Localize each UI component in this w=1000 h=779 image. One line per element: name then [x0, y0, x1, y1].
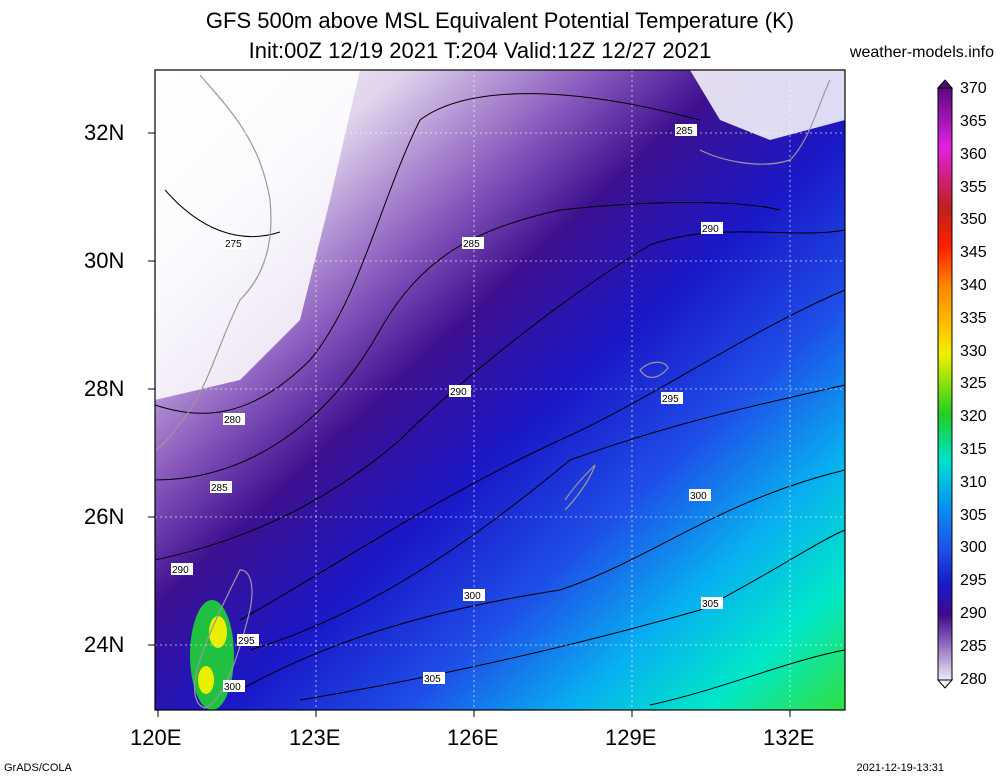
map-frame: [154, 69, 846, 711]
taiwan-warm-core: [190, 600, 234, 710]
contour-label: 290: [450, 387, 467, 398]
contour-label: 295: [662, 394, 679, 405]
contour-lines: [154, 93, 846, 706]
contour-label: 305: [424, 674, 441, 685]
lon-label: 123E: [289, 725, 341, 750]
colorbar-label: 315: [960, 441, 987, 458]
colorbar-label: 305: [960, 507, 987, 524]
colorbar-label: 330: [960, 343, 987, 360]
site-name: weather-models.info: [849, 44, 994, 61]
contour-labels: 275 280 285 285 285 290 290 290 295 295 …: [171, 124, 723, 693]
map-subtitle: Init:00Z 12/19 2021 T:204 Valid:12Z 12/2…: [0, 38, 1000, 64]
colorbar-label: 345: [960, 244, 987, 261]
contour-label: 300: [224, 682, 241, 693]
colorbar-label: 300: [960, 539, 987, 556]
lat-label: 32N: [84, 120, 125, 145]
colorbar-label: 325: [960, 375, 987, 392]
colorbar-label: 320: [960, 408, 987, 425]
footer-software: GrADS/COLA: [4, 762, 72, 774]
land-region-china: [155, 70, 360, 400]
contour-label: 280: [224, 415, 241, 426]
footer-timestamp: 2021-12-19-13:31: [856, 762, 944, 774]
contour-label: 285: [676, 126, 693, 137]
lon-label: 129E: [605, 725, 657, 750]
colorbar-label: 365: [960, 113, 987, 130]
colorbar-label: 360: [960, 146, 987, 163]
grid-lines: [155, 70, 845, 710]
colorbar-top-arrow: [936, 79, 954, 89]
contour-label: 290: [172, 565, 189, 576]
contour-label: 290: [702, 224, 719, 235]
lon-label: 126E: [447, 725, 499, 750]
colorbar-label: 295: [960, 572, 987, 589]
contour-label: 300: [690, 491, 707, 502]
contour-label: 305: [702, 599, 719, 610]
contour-label: 285: [463, 239, 480, 250]
colorbar-label: 340: [960, 277, 987, 294]
contour-label: 295: [238, 636, 255, 647]
lon-label: 132E: [763, 725, 815, 750]
lat-label: 24N: [84, 632, 125, 657]
colorbar-label: 285: [960, 638, 987, 655]
contour-label: 285: [211, 483, 228, 494]
colorbar-label: 310: [960, 474, 987, 491]
colorbar-label: 335: [960, 310, 987, 327]
contour-label: 300: [464, 591, 481, 602]
colorbar-label: 355: [960, 179, 987, 196]
lon-label: 120E: [130, 725, 182, 750]
axis-ticks: [148, 132, 791, 717]
lat-label: 26N: [84, 504, 125, 529]
colorbar: [937, 87, 953, 681]
lat-label: 28N: [84, 376, 125, 401]
warm-max-1: [209, 616, 227, 648]
map-title: GFS 500m above MSL Equivalent Potential …: [205, 8, 795, 33]
colorbar-label: 370: [960, 80, 987, 97]
colorbar-label: 280: [960, 671, 987, 688]
init-valid-text: Init:00Z 12/19 2021 T:204 Valid:12Z 12/2…: [248, 38, 712, 63]
colorbar-label: 350: [960, 211, 987, 228]
colorbar-bottom-arrow: [936, 679, 954, 689]
land-region-japan: [690, 70, 845, 140]
warm-max-2: [198, 666, 214, 694]
contour-label: 275: [225, 239, 242, 250]
colorbar-label: 290: [960, 605, 987, 622]
lat-label: 30N: [84, 248, 125, 273]
